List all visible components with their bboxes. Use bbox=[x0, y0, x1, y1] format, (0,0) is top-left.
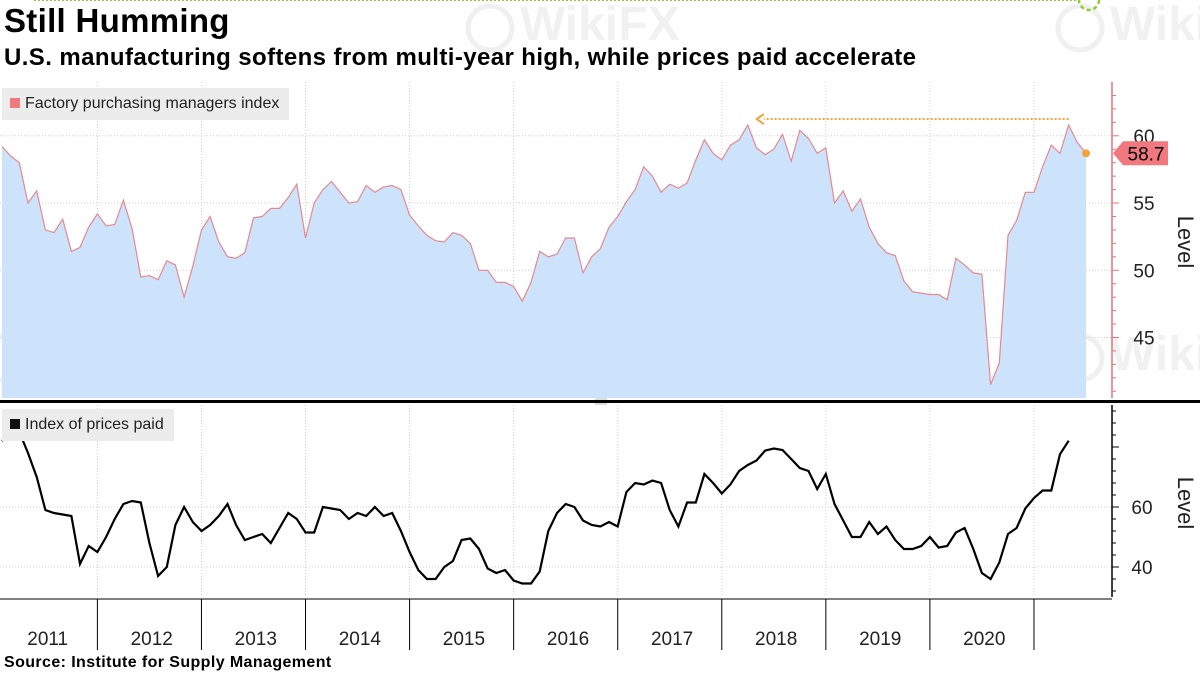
watermark-text: WikiFX bbox=[1110, 328, 1200, 381]
chart-title: Still Humming bbox=[4, 2, 230, 39]
pmi-line bbox=[1, 123, 1087, 385]
watermark-logo-icon bbox=[465, 3, 515, 53]
x-tick-label: 2012 bbox=[131, 629, 173, 650]
prices-line bbox=[1, 430, 1070, 585]
x-tick-label: 2014 bbox=[339, 629, 382, 650]
source-note: Source: Institute for Supply Management bbox=[4, 654, 332, 671]
pmi-last-value-badge bbox=[1113, 141, 1168, 166]
pmi-y-tick-label: 55 bbox=[1133, 194, 1154, 215]
x-tick-label: 2011 bbox=[27, 629, 68, 650]
watermark-text: WikiFX bbox=[520, 0, 680, 51]
pmi-legend: Factory purchasing managers index bbox=[2, 88, 290, 120]
watermark: WikiFX bbox=[465, 0, 680, 53]
pmi-y-tick-label: 50 bbox=[1133, 261, 1154, 282]
pmi-last-point bbox=[1082, 149, 1090, 158]
x-tick-label: 2018 bbox=[755, 629, 797, 650]
pmi-area bbox=[2, 125, 1086, 398]
prices-legend-label: Index of prices paid bbox=[25, 416, 164, 433]
prices-legend-swatch bbox=[10, 419, 20, 429]
prices-y-axis-label: Level bbox=[1173, 477, 1198, 530]
watermark-logo-icon bbox=[1055, 3, 1105, 53]
x-tick-label: 2015 bbox=[443, 629, 485, 650]
pmi-arrow-head-icon bbox=[755, 113, 765, 125]
x-tick-label: 2019 bbox=[859, 629, 901, 650]
prices-last-value-label: 82.1 bbox=[1128, 0, 1165, 5]
prices-y-tick-label: 60 bbox=[1131, 498, 1152, 519]
x-tick-label: 2020 bbox=[963, 629, 1005, 650]
x-tick-label: 2013 bbox=[235, 629, 277, 650]
x-tick-label: 2017 bbox=[651, 629, 693, 650]
pmi-legend-label: Factory purchasing managers index bbox=[25, 95, 280, 112]
watermark: WikiFX bbox=[1055, 328, 1200, 383]
x-tick-label: 2016 bbox=[547, 629, 589, 650]
prices-last-point-ring bbox=[1077, 0, 1101, 12]
pmi-legend-swatch bbox=[10, 98, 20, 108]
pmi-y-tick-label: 45 bbox=[1133, 328, 1154, 349]
chart-subtitle: U.S. manufacturing softens from multi-ye… bbox=[4, 44, 917, 71]
prices-legend: Index of prices paid bbox=[2, 409, 174, 441]
pmi-last-value-label: 58.7 bbox=[1128, 144, 1165, 165]
pmi-y-axis-label: Level bbox=[1173, 216, 1198, 269]
watermark: WikiFX bbox=[1055, 0, 1200, 53]
watermark-text: WikiFX bbox=[1110, 0, 1200, 51]
prices-y-tick-label: 40 bbox=[1131, 558, 1152, 579]
